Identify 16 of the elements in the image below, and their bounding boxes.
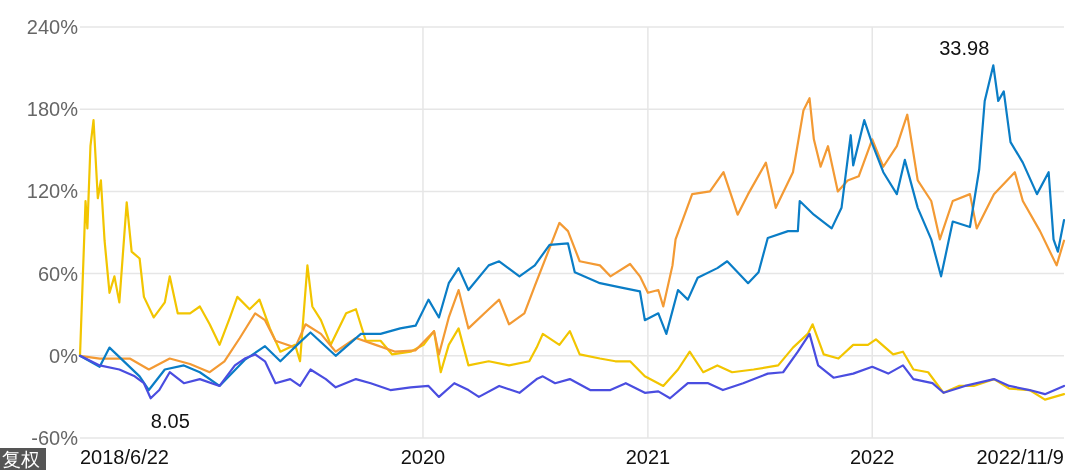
- y-tick-label: 240%: [26, 16, 79, 38]
- y-tick-label: 180%: [26, 98, 79, 121]
- y-tick-label: 0%: [49, 344, 79, 367]
- x-tick-label: 2022: [849, 446, 895, 468]
- y-tick-label: 120%: [26, 180, 79, 203]
- annotation: 8.05: [150, 410, 190, 433]
- text: 复权: [2, 449, 40, 470]
- y-tick-label: -60%: [31, 427, 79, 449]
- x-tick-label: 2022/11/9: [976, 446, 1064, 468]
- line-series: [78, 332, 1066, 400]
- y-tick-label: 60%: [37, 262, 79, 285]
- x-tick-label: 2018/6/22: [80, 446, 169, 468]
- line-series: [78, 119, 1066, 401]
- annotation: 33.98: [939, 37, 990, 60]
- x-tick-label: 2020: [400, 446, 446, 468]
- x-tick-label: 2021: [625, 446, 671, 468]
